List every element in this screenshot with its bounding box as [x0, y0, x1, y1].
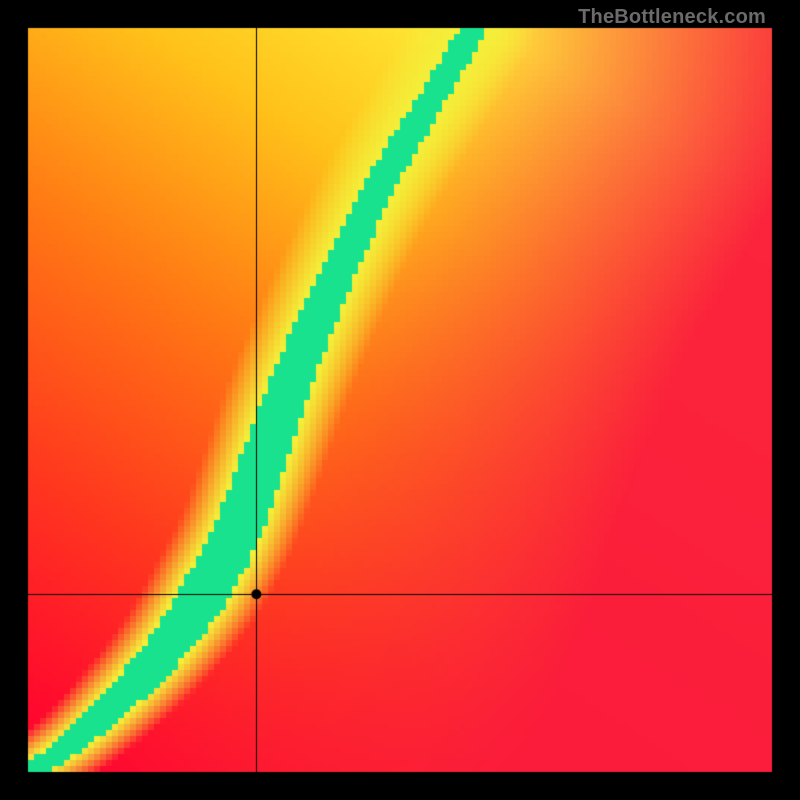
- heatmap-canvas: [0, 0, 800, 800]
- watermark-text: TheBottleneck.com: [578, 6, 766, 29]
- chart-container: TheBottleneck.com: [0, 0, 800, 800]
